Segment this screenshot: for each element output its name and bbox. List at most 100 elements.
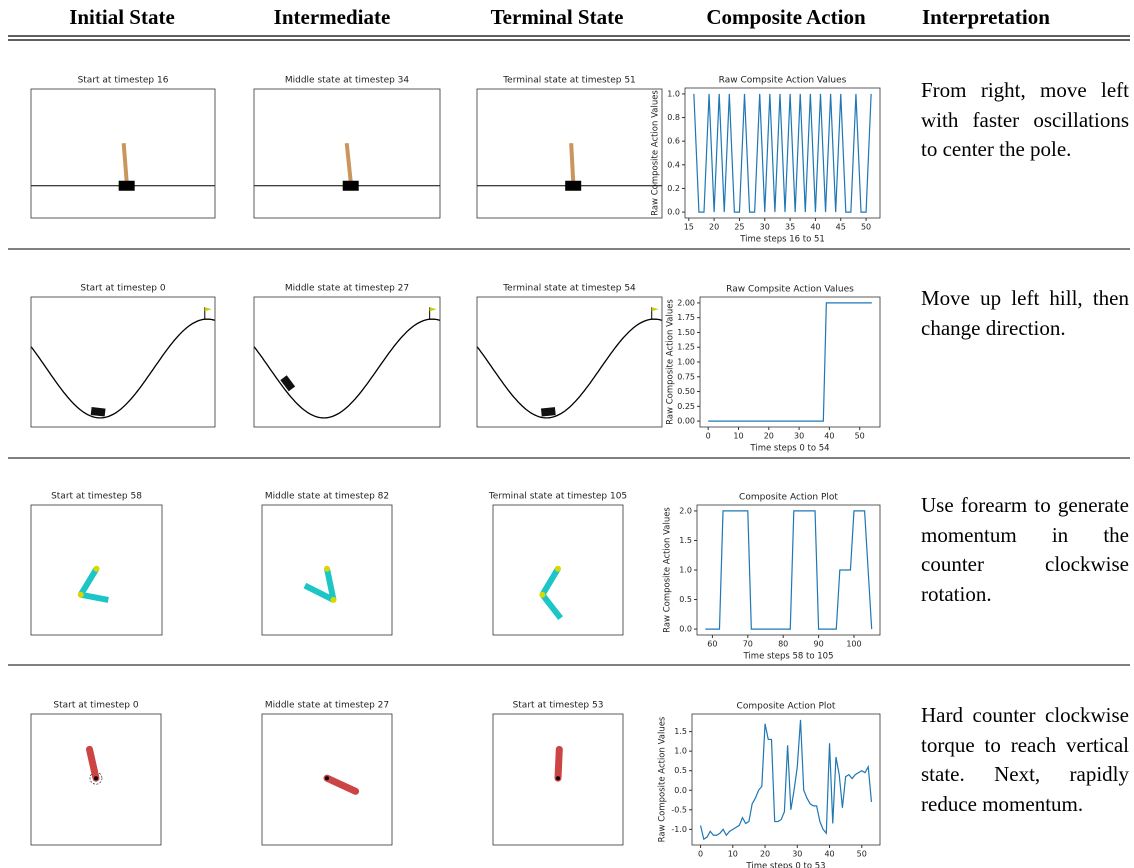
x-axis-label: Time steps 58 to 105	[743, 652, 834, 662]
flag	[429, 307, 437, 312]
rod	[86, 745, 100, 782]
pivot	[556, 776, 560, 781]
y-tick-label: 0.2	[667, 184, 680, 193]
chart-title: Composite Action Plot	[739, 493, 838, 503]
x-tick-label: 50	[857, 850, 867, 859]
panel-title: Start at timestep 58	[51, 492, 142, 502]
x-tick-label: 15	[684, 223, 694, 232]
y-tick-label: 1.50	[677, 328, 695, 337]
x-tick-label: 10	[733, 432, 743, 441]
x-tick-label: 0	[698, 850, 703, 859]
interpretation: Move up left hill, then change direction…	[921, 286, 1129, 340]
x-tick-label: 50	[861, 223, 871, 232]
y-tick-label: 1.75	[677, 313, 695, 322]
panel-frame	[30, 504, 163, 636]
pole	[344, 142, 353, 182]
panel-title: Terminal state at timestep 51	[502, 76, 636, 86]
panel-title: Start at timestep 0	[53, 701, 138, 711]
plot-frame	[696, 504, 881, 636]
x-tick-label: 10	[728, 850, 738, 859]
y-axis-label: Raw Composite Action Values	[666, 299, 676, 425]
joint	[324, 565, 330, 572]
interpretation: Hard counter clockwise torque to reach v…	[921, 703, 1129, 816]
panel-frame	[253, 296, 441, 428]
rod	[554, 745, 563, 782]
y-tick-label: 1.0	[674, 747, 687, 756]
y-tick-label: 1.25	[677, 343, 695, 352]
y-tick-label: 0.50	[677, 387, 695, 396]
flag	[204, 307, 212, 312]
y-tick-label: 2.00	[677, 298, 695, 307]
y-tick-label: 0.6	[667, 137, 680, 146]
y-tick-label: 1.00	[677, 358, 695, 367]
column-header: Terminal State	[491, 5, 624, 29]
y-axis-label: Raw Composite Action Values	[663, 507, 673, 633]
x-tick-label: 30	[760, 223, 770, 232]
y-tick-label: -0.5	[671, 805, 687, 814]
panel-title: Middle state at timestep 82	[265, 492, 389, 502]
y-tick-label: 2.0	[679, 506, 692, 515]
x-tick-label: 25	[734, 223, 744, 232]
cart	[342, 180, 359, 191]
y-tick-label: 1.0	[679, 566, 692, 575]
pole	[121, 143, 129, 182]
car	[280, 375, 296, 392]
y-tick-label: 0.8	[667, 113, 680, 122]
x-tick-label: 60	[707, 640, 717, 649]
x-tick-label: 70	[743, 640, 753, 649]
y-tick-label: 0.0	[674, 786, 687, 795]
x-tick-label: 90	[813, 640, 823, 649]
panel-frame	[30, 88, 216, 219]
y-axis-label: Raw Composite Action Values	[651, 90, 661, 216]
panel-frame	[476, 296, 663, 428]
panel-frame	[261, 713, 393, 846]
y-tick-label: 0.5	[674, 766, 687, 775]
cart	[118, 180, 135, 191]
panel-frame	[253, 88, 441, 219]
interpretation: Use forearm to generate momentum in the …	[921, 493, 1129, 606]
interpretation: From right, move left with faster oscill…	[921, 78, 1129, 161]
x-tick-label: 20	[764, 432, 774, 441]
y-tick-label: 0.25	[677, 402, 695, 411]
panel-title: Start at timestep 16	[78, 76, 169, 86]
column-header: Initial State	[69, 5, 175, 29]
panel-frame	[492, 713, 624, 846]
panel-frame	[492, 504, 624, 636]
data-line	[705, 510, 873, 630]
panel-frame	[261, 504, 393, 636]
x-tick-label: 35	[785, 223, 795, 232]
plot-frame	[691, 713, 881, 846]
hill	[253, 318, 441, 419]
joint	[77, 591, 84, 598]
torque-arc	[89, 771, 103, 785]
pivot	[325, 776, 329, 781]
link	[324, 568, 337, 601]
chart-title: Composite Action Plot	[737, 702, 836, 712]
joint	[93, 565, 100, 572]
column-header: Intermediate	[274, 5, 391, 29]
car	[90, 407, 106, 417]
chart-title: Raw Compsite Action Values	[719, 76, 847, 86]
x-axis-label: Time steps 0 to 53	[745, 862, 825, 868]
data-line	[708, 302, 872, 422]
hill	[30, 318, 216, 419]
panel-title: Terminal state at timestep 105	[488, 492, 627, 502]
y-tick-label: -1.0	[671, 825, 687, 834]
plot-frame	[684, 87, 881, 219]
x-tick-label: 20	[709, 223, 719, 232]
panel-frame	[30, 713, 162, 846]
pole	[569, 143, 576, 182]
link	[78, 567, 100, 597]
x-axis-label: Time steps 16 to 51	[739, 235, 825, 245]
y-tick-label: 0.0	[667, 208, 680, 217]
plot-frame	[699, 296, 881, 428]
x-tick-label: 30	[792, 850, 802, 859]
y-tick-label: 0.00	[677, 417, 695, 426]
x-tick-label: 50	[855, 432, 865, 441]
x-tick-label: 40	[810, 223, 820, 232]
x-tick-label: 40	[824, 432, 834, 441]
link	[80, 591, 109, 603]
x-tick-label: 0	[706, 432, 711, 441]
